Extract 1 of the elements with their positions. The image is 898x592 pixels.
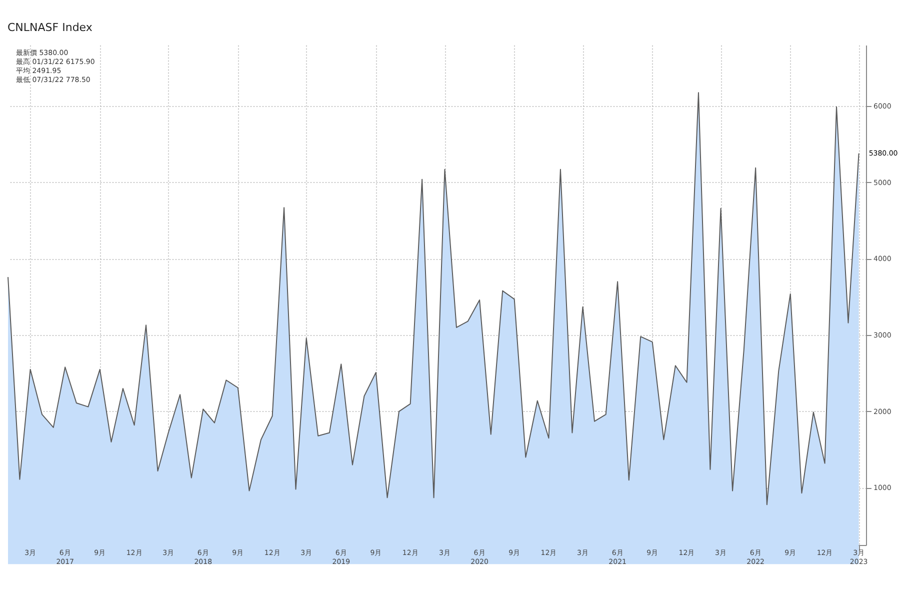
chart-title: CNLNASF Index bbox=[8, 21, 93, 34]
